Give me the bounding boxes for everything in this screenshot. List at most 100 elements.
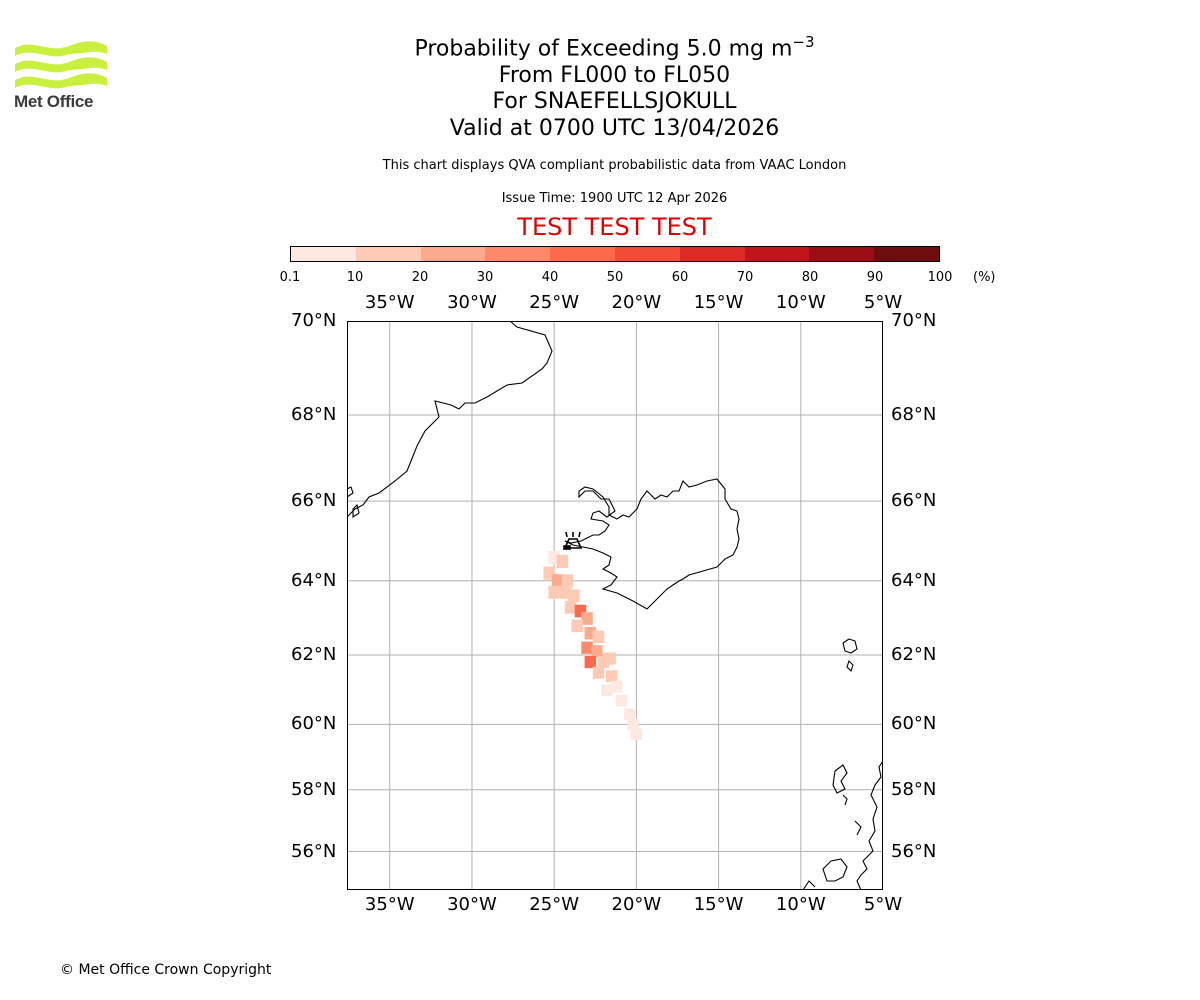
faroe-islands	[842, 638, 858, 673]
title-prefix: Probability of Exceeding 5.0 mg m	[414, 36, 793, 62]
test-banner: TEST TEST TEST	[517, 213, 712, 241]
longitude-label: 20°W	[611, 292, 662, 313]
plume-cell	[568, 589, 580, 603]
plume-cell	[564, 600, 577, 614]
plume-cell	[610, 680, 623, 693]
colorbar-tick-label: 90	[866, 270, 884, 285]
issue-time: Issue Time: 1900 UTC 12 Apr 2026	[501, 191, 728, 206]
colorbar-segment	[485, 247, 551, 261]
level-range: From FL000 to FL050	[498, 63, 731, 88]
latitude-label: 66°N	[291, 490, 337, 512]
latitude-label: 62°N	[291, 643, 337, 665]
latitude-label: 70°N	[291, 310, 337, 331]
colorbar-tick-label: 0.1	[279, 270, 301, 285]
probability-map	[347, 321, 883, 890]
colorbar-tick-label: 50	[606, 270, 624, 285]
latitude-label: 62°N	[891, 643, 937, 665]
longitude-label: 35°W	[364, 894, 415, 915]
latitude-label: 58°N	[891, 778, 937, 800]
colorbar-tick-label: 10	[346, 270, 364, 285]
chart-subtitle: This chart displays QVA compliant probab…	[382, 158, 847, 173]
colorbar-tick-label: 70	[736, 270, 754, 285]
colorbar-segment	[874, 247, 939, 261]
longitude-label: 10°W	[775, 894, 826, 915]
latitude-label: 68°N	[891, 403, 937, 425]
latitude-label: 60°N	[891, 713, 937, 735]
longitude-label: 20°W	[611, 894, 662, 915]
plume-cell	[551, 574, 564, 588]
latitude-label: 68°N	[291, 403, 337, 425]
latitude-label: 66°N	[891, 490, 937, 512]
plume-cell	[601, 684, 613, 697]
met-office-logo-text: Met Office	[14, 92, 94, 111]
plume-cell	[591, 645, 603, 658]
longitude-label: 5°W	[863, 894, 903, 915]
longitude-label: 30°W	[447, 292, 497, 313]
latitude-label: 56°N	[891, 840, 937, 862]
plume-cell	[556, 554, 569, 569]
longitude-label: 10°W	[775, 292, 826, 313]
iceland-coast	[564, 478, 740, 610]
plume-cell	[624, 708, 636, 720]
colorbar-segment	[809, 247, 875, 261]
plume-cell	[605, 670, 618, 683]
colorbar-segment	[744, 247, 810, 261]
met-office-waves-icon	[15, 41, 107, 89]
colorbar-tick-label: 60	[671, 270, 689, 285]
plume-cell	[543, 566, 555, 580]
volcano-icon	[563, 531, 583, 550]
plume-cell	[584, 626, 597, 640]
plume-cell	[548, 585, 560, 599]
volcano-name: For SNAEFELLSJOKULL	[492, 89, 737, 114]
plume-cell	[592, 666, 605, 679]
map-gridlines	[347, 321, 883, 890]
latitude-label: 58°N	[291, 778, 337, 800]
latitude-label: 64°N	[891, 569, 937, 591]
plume-cell	[615, 694, 628, 707]
plume-cell	[597, 656, 610, 669]
longitude-label: 5°W	[863, 292, 903, 313]
longitude-label: 25°W	[529, 292, 579, 313]
longitude-label: 35°W	[364, 292, 415, 313]
colorbar-tick-label: 100	[927, 270, 953, 285]
plume-cell	[604, 652, 616, 665]
coastlines	[347, 321, 883, 890]
copyright-notice: © Met Office Crown Copyright	[60, 962, 272, 978]
colorbar-tick-label: 20	[411, 270, 429, 285]
colorbar-tick-label: 40	[541, 270, 559, 285]
plume-cell	[627, 718, 639, 731]
colorbar-segment	[550, 247, 615, 261]
colorbar-segment	[420, 247, 486, 261]
plume-cell	[630, 728, 643, 741]
title-exponent: −3	[792, 33, 815, 51]
valid-time: Valid at 0700 UTC 13/04/2026	[449, 116, 780, 141]
colorbar-segment	[679, 247, 745, 261]
latitude-label: 64°N	[291, 569, 337, 591]
plume-cell	[559, 585, 572, 599]
colorbar-segment	[355, 247, 421, 261]
greenland-coast	[347, 321, 553, 518]
latitude-label: 60°N	[291, 713, 337, 735]
ash-probability-plume	[543, 550, 643, 741]
colorbar-segment	[291, 247, 356, 261]
latitude-label: 56°N	[291, 840, 337, 862]
colorbar-tick-label: 80	[801, 270, 819, 285]
plume-cell	[561, 574, 574, 588]
longitude-label: 25°W	[529, 894, 579, 915]
plume-cell	[581, 641, 593, 654]
plume-cell	[584, 656, 597, 669]
longitude-label: 30°W	[447, 894, 497, 915]
probability-colorbar	[290, 246, 940, 262]
scotland-coast	[856, 760, 883, 890]
longitude-label: 15°W	[693, 894, 744, 915]
colorbar-segment	[614, 247, 680, 261]
plume-cell	[581, 612, 593, 625]
plume-cell	[571, 619, 583, 633]
colorbar-tick-label: 30	[476, 270, 494, 285]
plume-cell	[592, 630, 605, 644]
chart-title: Probability of Exceeding 5.0 mg m−3	[0, 29, 1200, 62]
plume-cell	[574, 604, 587, 618]
map-frame	[347, 321, 883, 890]
longitude-label: 15°W	[693, 292, 744, 313]
latitude-label: 70°N	[891, 310, 937, 331]
